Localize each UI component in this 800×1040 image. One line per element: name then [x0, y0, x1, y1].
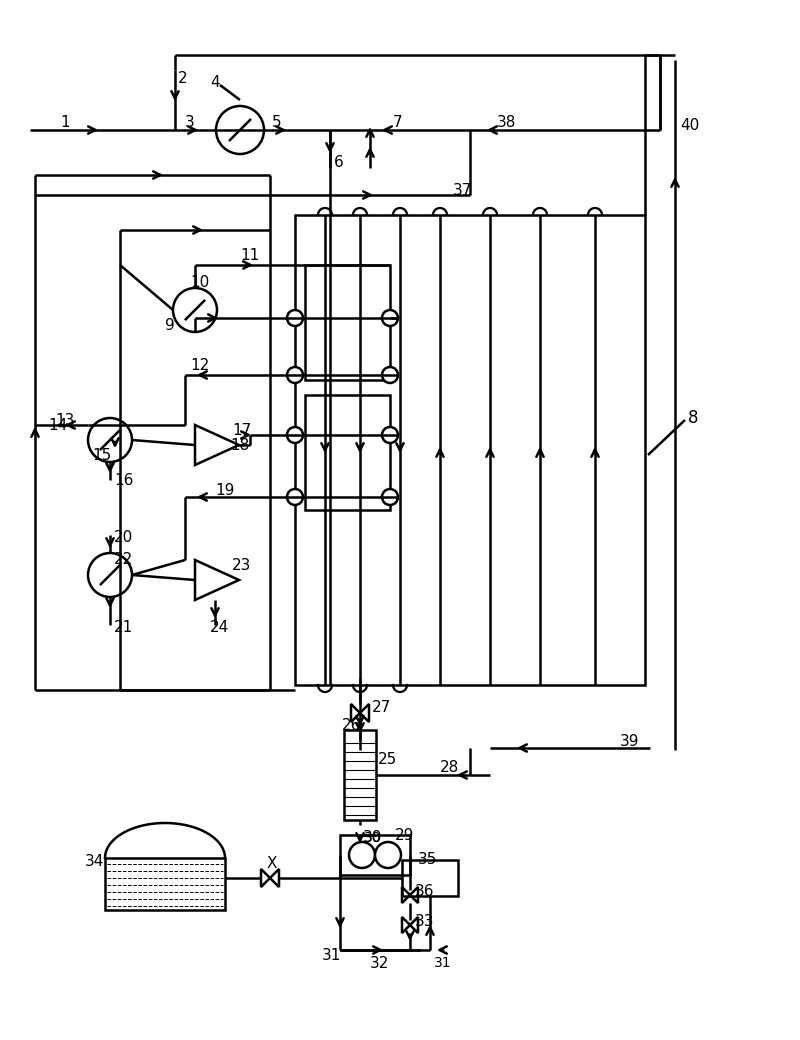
Text: 31: 31	[434, 956, 452, 970]
Text: 37: 37	[453, 182, 472, 198]
Text: 9: 9	[165, 317, 174, 333]
Text: 25: 25	[378, 753, 398, 768]
Circle shape	[287, 427, 303, 443]
Text: 33: 33	[415, 914, 434, 930]
Polygon shape	[410, 917, 418, 933]
Circle shape	[382, 427, 398, 443]
Bar	[305, 265, 390, 380]
Circle shape	[88, 553, 132, 597]
Circle shape	[375, 842, 401, 868]
Circle shape	[216, 106, 264, 154]
Text: 10: 10	[190, 275, 210, 289]
Bar	[105, 858, 225, 910]
Circle shape	[88, 418, 132, 462]
Polygon shape	[351, 704, 360, 722]
Polygon shape	[195, 425, 239, 465]
Text: 31: 31	[322, 947, 342, 962]
Polygon shape	[270, 869, 279, 887]
Text: 6: 6	[334, 155, 344, 170]
Circle shape	[287, 310, 303, 326]
Text: 38: 38	[497, 114, 516, 130]
Text: 7: 7	[393, 114, 402, 130]
Polygon shape	[360, 704, 369, 722]
Text: 4: 4	[210, 75, 220, 89]
Text: 8: 8	[688, 409, 698, 427]
Text: 19: 19	[215, 483, 234, 497]
Circle shape	[349, 842, 375, 868]
Polygon shape	[402, 887, 410, 903]
Circle shape	[173, 288, 217, 332]
Text: 28: 28	[440, 759, 459, 775]
Circle shape	[382, 489, 398, 505]
Text: 17: 17	[232, 422, 251, 438]
Text: 15: 15	[92, 447, 111, 463]
Text: 5: 5	[272, 114, 282, 130]
Text: 16: 16	[114, 472, 134, 488]
Bar	[340, 835, 410, 875]
Text: 36: 36	[415, 884, 434, 900]
Text: X: X	[267, 856, 278, 870]
Text: 20: 20	[114, 530, 134, 546]
Text: 13: 13	[55, 413, 74, 427]
Text: 39: 39	[620, 734, 639, 750]
Polygon shape	[195, 560, 239, 600]
Text: 21: 21	[114, 621, 134, 635]
Text: 26: 26	[342, 719, 362, 733]
Circle shape	[287, 367, 303, 383]
Text: 30: 30	[364, 831, 382, 844]
Bar	[295, 215, 645, 685]
Text: 2: 2	[178, 71, 188, 85]
Bar	[305, 395, 390, 510]
Text: 3: 3	[185, 114, 194, 130]
Text: 29: 29	[395, 828, 414, 842]
Text: 24: 24	[210, 621, 230, 635]
Text: 23: 23	[232, 557, 251, 572]
Text: 14: 14	[48, 417, 67, 433]
Circle shape	[382, 310, 398, 326]
Text: 32: 32	[370, 956, 390, 970]
Polygon shape	[410, 887, 418, 903]
Text: 40: 40	[680, 118, 699, 132]
Text: 22: 22	[114, 552, 134, 568]
Polygon shape	[261, 869, 270, 887]
Text: 11: 11	[240, 248, 259, 262]
Text: 18: 18	[230, 438, 250, 452]
Circle shape	[382, 367, 398, 383]
Circle shape	[287, 489, 303, 505]
Polygon shape	[402, 917, 410, 933]
Text: 1: 1	[60, 114, 70, 130]
Text: 27: 27	[372, 701, 391, 716]
Text: 35: 35	[418, 853, 438, 867]
Bar	[344, 730, 376, 820]
Text: 34: 34	[85, 855, 104, 869]
Bar	[402, 860, 458, 896]
Text: 12: 12	[190, 358, 210, 372]
Text: 30: 30	[363, 831, 382, 846]
